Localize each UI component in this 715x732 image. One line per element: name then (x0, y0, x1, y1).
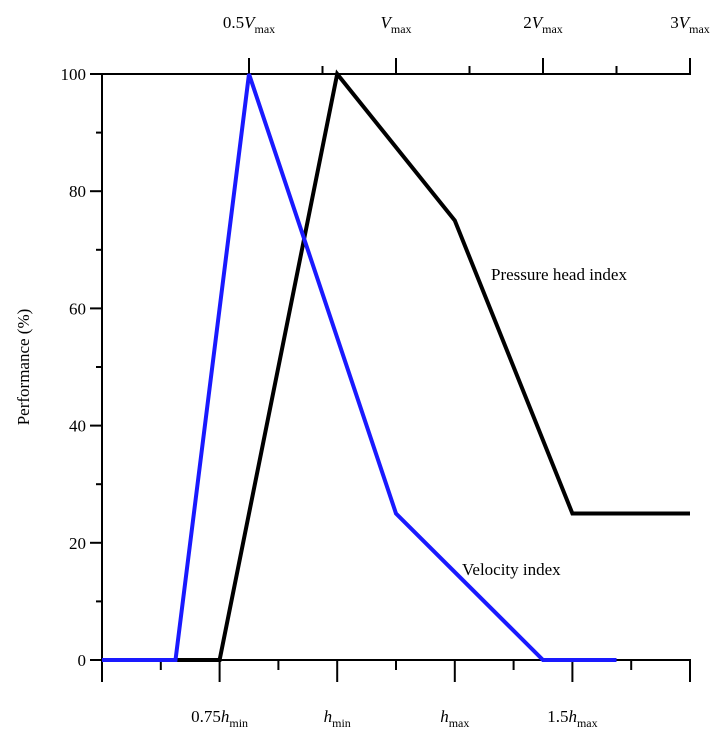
series-lines (102, 69, 690, 662)
series-line-velocity-index (102, 73, 617, 662)
y-axis-label: Performance (%) (14, 309, 33, 426)
top-tick-label: Vmax (380, 13, 411, 36)
bottom-tick-label: hmax (440, 707, 469, 730)
top-tick-label: 0.5Vmax (223, 13, 275, 36)
y-tick-label: 80 (69, 182, 86, 201)
y-tick-label: 60 (69, 299, 86, 318)
axes (101, 73, 691, 661)
y-tick-label: 20 (69, 534, 86, 553)
bottom-tick-label: 1.5hmax (547, 707, 597, 730)
ticks: 0 20 40 60 80 100 0.75hmin hmin hmax 1.5hmax 0.5Vm… (61, 13, 710, 730)
y-tick-label: 100 (61, 65, 87, 84)
bottom-tick-label: hmin (324, 707, 351, 730)
series-label-pressure-head-index: Pressure head index (491, 265, 627, 284)
series-label-velocity-index: Velocity index (462, 560, 561, 579)
top-tick-label: 2Vmax (523, 13, 563, 36)
y-tick-label: 0 (78, 651, 87, 670)
y-tick-label: 40 (69, 417, 86, 436)
bottom-tick-label: 0.75hmin (191, 707, 248, 730)
labels: Performance (%) Pressure head index Velo… (14, 265, 627, 579)
top-tick-label: 3Vmax (670, 13, 710, 36)
series-line-pressure-head-index (102, 69, 690, 662)
